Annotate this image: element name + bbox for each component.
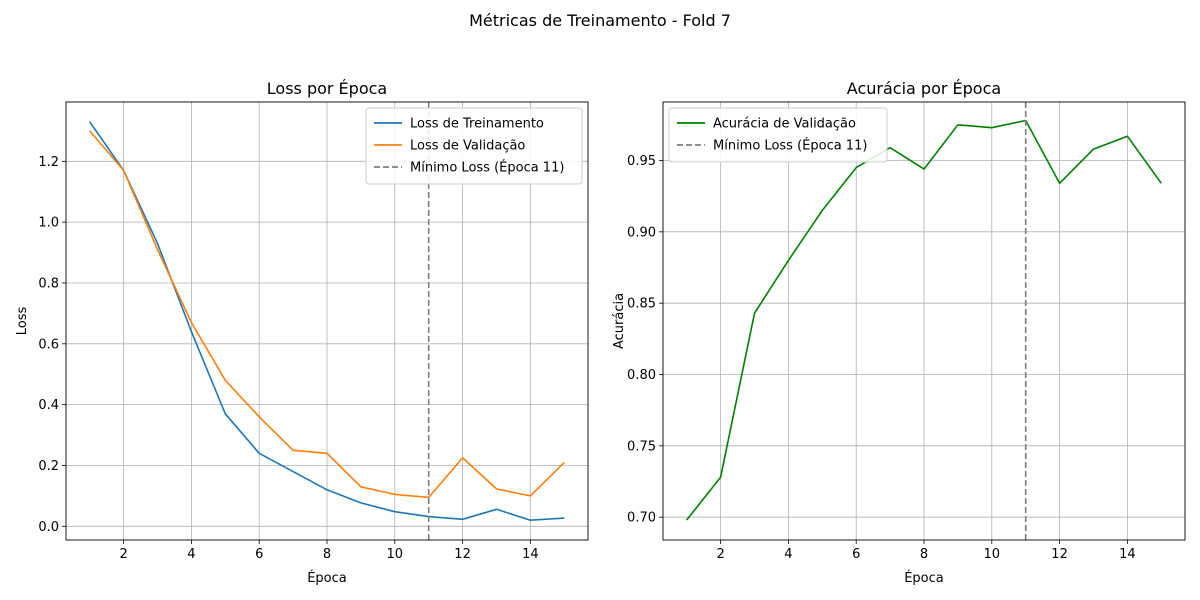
- y-axis-label: Loss: [15, 307, 30, 336]
- series-line-1: [686, 119, 1162, 521]
- x-tick-label: 8: [323, 547, 331, 562]
- plot-frame: [65, 101, 589, 541]
- legend-label-2: Loss de Validação: [410, 139, 525, 154]
- x-tick-label: 10: [984, 547, 1001, 562]
- x-axis-label: Época: [307, 570, 347, 586]
- y-tick-label: 1.2: [38, 155, 59, 170]
- series-line-2: [89, 130, 565, 499]
- legend-box: [365, 107, 583, 185]
- legend-label-1: Loss de Treinamento: [410, 117, 544, 132]
- y-axis-label: Acurácia: [612, 293, 627, 349]
- plot-frame: [662, 101, 1186, 541]
- x-tick-label: 6: [852, 547, 860, 562]
- x-tick-label: 12: [1051, 547, 1068, 562]
- x-tick-label: 10: [387, 547, 404, 562]
- y-tick-label: 0.70: [627, 511, 656, 526]
- legend-label-2: Mínimo Loss (Época 11): [713, 138, 867, 154]
- x-tick-label: 2: [716, 547, 724, 562]
- x-tick-label: 2: [119, 547, 127, 562]
- y-tick-label: 1.0: [38, 216, 59, 231]
- x-tick-label: 8: [920, 547, 928, 562]
- figure-suptitle: Métricas de Treinamento - Fold 7: [469, 11, 731, 30]
- x-tick-label: 6: [255, 547, 263, 562]
- legend: Acurácia de Validação Mínimo Loss (Época …: [668, 107, 888, 163]
- y-tick-label: 0.90: [627, 225, 656, 240]
- x-tick-label: 4: [187, 547, 195, 562]
- y-tick-label: 0.75: [627, 439, 656, 454]
- y-tick-label: 0.0: [38, 520, 59, 535]
- chart-title: Acurácia por Época: [847, 79, 1001, 98]
- legend-label-3: Mínimo Loss (Época 11): [410, 160, 564, 176]
- legend: Loss de Treinamento Loss de Validação Míni…: [365, 107, 583, 185]
- y-tick-label: 0.80: [627, 368, 656, 383]
- legend-label-1: Acurácia de Validação: [713, 117, 856, 132]
- y-tick-label: 0.95: [627, 154, 656, 169]
- y-tick-label: 0.8: [38, 276, 59, 291]
- x-tick-label: 12: [454, 547, 471, 562]
- legend-box: [668, 107, 888, 163]
- loss-chart: Loss por Época 2 4 6 8 10 12 14 0.0 0.2 0.4 0.6 0.8 1…: [15, 79, 589, 586]
- x-axis-label: Época: [904, 570, 944, 586]
- x-tick-label: 4: [784, 547, 792, 562]
- y-tick-label: 0.85: [627, 297, 656, 312]
- x-tick-label: 14: [522, 547, 539, 562]
- y-tick-label: 0.4: [38, 398, 59, 413]
- y-tick-label: 0.6: [38, 337, 59, 352]
- chart-title: Loss por Época: [267, 79, 387, 98]
- x-tick-label: 14: [1119, 547, 1136, 562]
- y-tick-label: 0.2: [38, 459, 59, 474]
- accuracy-chart: Acurácia por Época 2 4 6 8 10 12 14 0.70 0.75 0.80…: [612, 79, 1186, 586]
